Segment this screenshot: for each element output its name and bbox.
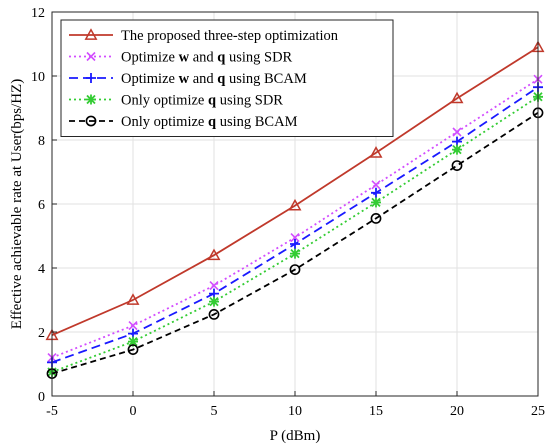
y-tick-label: 6 [38,198,45,213]
legend-label-part: q [208,93,216,109]
data-point-marker [290,233,300,243]
data-point-marker [207,248,221,261]
legend-label-part: Only optimize [121,114,208,130]
legend-item: Only optimize q using SDR [69,93,283,109]
data-point-marker [290,239,300,249]
legend-label-part: w [179,71,190,87]
y-axis-label: Effective achievable rate at User(bps/HZ… [9,79,25,329]
legend-label-part: using BCAM [216,114,297,130]
legend-label: Optimize w and q using BCAM [121,71,307,87]
x-axis-label: P (dBm) [270,428,321,444]
data-point-marker [128,336,138,347]
y-tick-label: 10 [31,70,45,85]
series-line [51,112,539,375]
data-point-marker [371,197,381,208]
x-tick-label: -5 [46,404,58,419]
legend-label-part: Optimize [121,71,179,87]
data-point-marker [209,281,219,291]
legend: The proposed three-step optimization Opti… [60,19,394,137]
x-tick-label: 10 [288,404,302,419]
legend-marker [86,51,96,62]
data-point-marker [371,180,381,190]
data-point-marker [370,212,382,224]
data-point-marker [369,146,383,158]
data-point-marker [209,296,219,307]
legend-box [60,19,394,137]
x-tick-label: 25 [531,404,545,419]
x-tick-label: 20 [450,404,464,419]
legend-label-part: w [179,50,190,66]
data-point-marker [450,91,464,104]
y-tick-label: 0 [38,390,45,405]
data-point-marker [127,344,139,355]
legend-label-part: q [217,71,225,87]
data-point-marker [451,160,463,171]
legend-marker [86,73,96,83]
y-tick-label: 8 [38,134,45,149]
x-tick-label: 5 [211,404,218,419]
legend-label: Optimize w and q using SDR [121,50,293,66]
legend-label-part: and [189,50,217,66]
series-layer [45,40,545,379]
y-tick-label: 12 [31,6,45,21]
series-5 [46,107,544,379]
legend-marker [85,115,97,127]
data-point-marker [288,198,302,211]
legend-marker [86,94,96,105]
legend-label-part: q [208,114,216,130]
legend-label-part: using BCAM [225,71,306,87]
x-tick-label: 0 [130,404,137,419]
y-tick-label: 4 [38,262,45,277]
data-point-marker [452,127,462,137]
legend-marker [84,28,98,40]
legend-label-part: using SDR [225,50,292,66]
legend-label-part: and [189,71,217,87]
data-point-marker [290,248,300,259]
legend-label-part: Optimize [121,50,179,66]
data-point-marker [208,308,220,320]
legend-label-part: using SDR [216,93,283,109]
data-point-marker [126,293,140,305]
data-point-marker [289,264,301,275]
legend-label: Only optimize q using BCAM [121,114,298,130]
data-point-marker [128,321,138,331]
x-tick-label: 15 [369,404,383,419]
legend-label: Only optimize q using SDR [121,93,283,109]
series-line [51,46,539,337]
data-point-marker [371,187,381,198]
legend-label-part: The proposed three-step optimization [121,28,339,44]
legend-item: Only optimize q using BCAM [69,114,298,130]
legend-label-part: q [217,50,225,66]
legend-item: Optimize w and q using BCAM [69,71,307,87]
y-tick-label: 2 [38,326,45,341]
legend-item: Optimize w and q using SDR [69,50,293,66]
legend-item: The proposed three-step optimization [69,28,339,44]
legend-label: The proposed three-step optimization [121,28,339,44]
legend-label-part: Only optimize [121,93,208,109]
data-point-marker [452,144,462,155]
